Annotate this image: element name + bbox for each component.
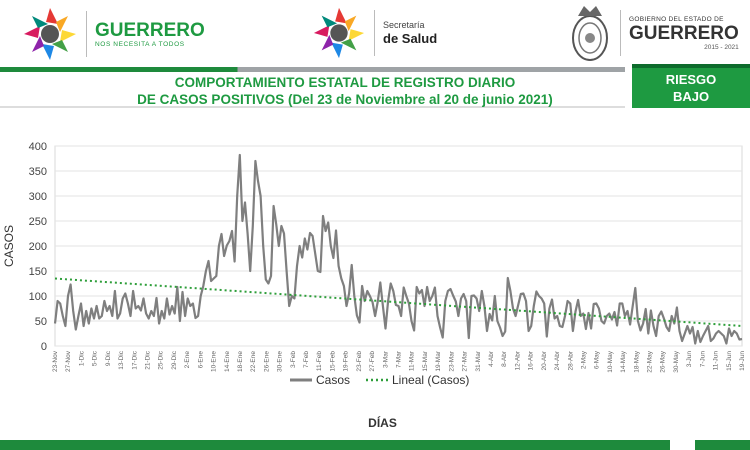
title-line-2: DE CASOS POSITIVOS (Del 23 de Noviembre … [137,92,553,107]
title-line-1: COMPORTAMIENTO ESTATAL DE REGISTRO DIARI… [174,75,516,90]
legend-label-lineal: Lineal (Casos) [392,373,469,387]
brand-name: GUERRERO [95,19,205,41]
header-stripe [0,67,625,72]
header: GUERRERO NOS NECESITA A TODOS Secretaría… [0,0,750,66]
x-tick-label: 23-Nov [52,350,59,372]
x-tick-label: 12-Abr [514,350,521,370]
x-tick-label: 10-May [607,350,614,372]
logo-divider-3 [620,10,621,56]
x-tick-label: 15-Jun [726,351,733,371]
x-tick-label: 7-Jun [699,351,706,368]
x-tick-label: 13-Dic [118,350,125,370]
y-tick-label: 350 [29,166,47,178]
x-tick-label: 23-Mar [448,350,455,371]
gobierno-label: GOBIERNO DEL ESTADO DE [629,15,724,23]
x-tick-label: 2-May [580,350,587,369]
secretaria-label: Secretaría [383,19,425,30]
y-tick-label: 300 [29,191,47,203]
x-tick-label: 27-Mar [462,350,469,371]
x-tick-label: 19-Jun [739,351,746,371]
x-tick-label: 6-Ene [197,351,204,369]
x-tick-label: 11-Jun [713,351,720,371]
y-tick-label: 150 [29,266,47,278]
x-tick-label: 3-Feb [290,351,297,368]
x-tick-label: 3-Mar [382,350,389,368]
x-tick-label: 30-Ene [277,351,284,372]
x-tick-label: 7-Mar [396,350,403,368]
x-tick-label: 17-Dic [131,350,138,370]
gobierno-logo: GOBIERNO DEL ESTADO DE GUERRERO 2015 - 2… [568,2,739,64]
x-tick-label: 5-Dic [92,350,99,366]
logo-divider-2 [374,10,375,56]
risk-badge: RIESGO BAJO [632,64,750,108]
y-tick-label: 250 [29,216,47,228]
x-tick-label: 31-Mar [475,350,482,371]
x-tick-label: 23-Feb [356,351,363,372]
x-tick-label: 29-Dic [171,350,178,370]
state-seal-icon [572,6,608,61]
x-tick-label: 11-Feb [316,351,323,371]
x-tick-label: 19-Feb [343,351,350,372]
x-tick-label: 26-May [660,350,667,372]
x-tick-label: 18-May [633,350,640,372]
gobierno-state-name: GUERRERO [629,22,739,44]
x-tick-label: 27-Nov [65,350,72,372]
x-tick-label: 18-Ene [237,351,244,372]
guerrero-pinwheel-icon [24,8,76,60]
x-tick-label: 30-May [673,350,680,372]
x-tick-label: 15-Feb [329,351,336,372]
x-tick-label: 20-Abr [541,350,548,370]
x-tick-label: 9-Dic [105,350,112,366]
logo-divider [86,11,87,57]
y-tick-label: 100 [29,291,47,303]
x-tick-label: 10-Ene [211,351,218,372]
footer-stripe [0,440,670,450]
x-tick-label: 27-Feb [369,351,376,372]
footer-stripe-right [695,440,750,450]
x-tick-label: 21-Dic [144,350,151,370]
x-tick-label: 6-May [594,350,601,369]
brand-tagline: NOS NECESITA A TODOS [95,40,185,48]
series-line-casos [53,153,743,345]
x-tick-label: 16-Abr [528,350,535,370]
salud-pinwheel-icon [313,7,365,59]
x-tick-label: 1-Dic [78,350,85,366]
y-tick-label: 200 [29,241,47,253]
title-band [0,72,625,108]
legend-label-casos: Casos [316,373,350,387]
x-tick-label: 25-Dic [158,350,165,370]
risk-line-2: BAJO [672,89,710,104]
x-tick-label: 14-May [620,350,627,372]
guerrero-brand-logo: GUERRERO NOS NECESITA A TODOS [22,6,205,62]
x-tick-label: 4-Abr [488,350,495,367]
y-tick-label: 400 [29,141,47,153]
x-tick-label: 11-Mar [409,350,416,371]
x-tick-label: 15-Mar [422,350,429,371]
risk-line-1: RIESGO [665,72,717,87]
y-tick-label: 0 [41,341,47,353]
x-tick-label: 22-May [647,350,654,372]
y-tick-label: 50 [35,316,47,328]
x-tick-label: 28-Abr [567,350,574,370]
x-tick-label: 19-Mar [435,350,442,371]
x-tick-label: 24-Abr [554,350,561,370]
gobierno-years: 2015 - 2021 [704,43,739,51]
x-axis-label: DÍAS [368,415,397,430]
x-tick-label: 22-Ene [250,351,257,372]
cases-line-chart: 0 50 100 150 200 250 300 350 400 CASOS 23-Nov 27-No… [2,141,746,430]
x-tick-label: 2-Ene [184,351,191,369]
x-tick-label: 14-Ene [224,351,231,372]
x-tick-label: 7-Feb [303,351,310,368]
x-tick-label: 3-Jun [686,351,693,368]
y-axis-label: CASOS [2,225,16,267]
secretaria-salud-logo: Secretaría de Salud [312,6,437,60]
chart-title: COMPORTAMIENTO ESTATAL DE REGISTRO DIARI… [60,74,630,108]
x-tick-label: 8-Abr [501,350,508,367]
salud-label: de Salud [383,30,438,46]
x-tick-label: 26-Ene [263,351,270,372]
